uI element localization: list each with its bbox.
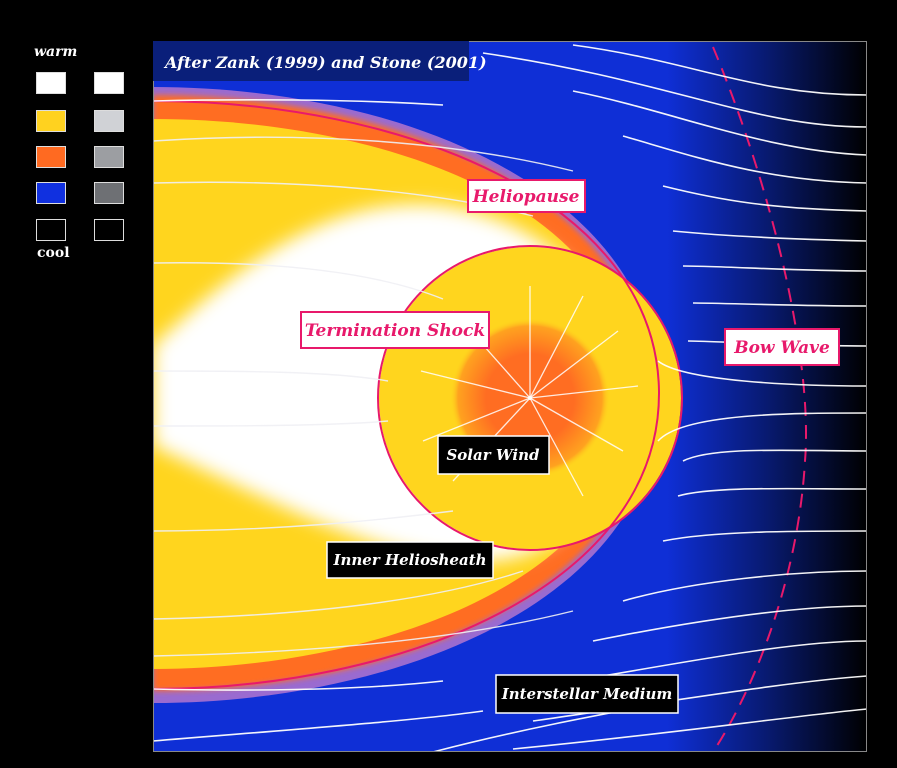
heliopause-label-box [467, 179, 586, 213]
legend-swatch-gray-4 [94, 182, 124, 204]
legend-swatch-color-3 [36, 146, 66, 168]
interstellar-medium-label: Interstellar Medium [501, 685, 673, 703]
bow-wave-line [712, 46, 808, 752]
temperature-legend: warm cool [0, 0, 150, 300]
legend-swatch-gray-3 [94, 146, 124, 168]
legend-swatch-color-5 [36, 219, 66, 241]
termination-shock-line [377, 245, 683, 551]
solar-wind-label-box [437, 435, 550, 475]
legend-warm-label: warm [34, 44, 78, 60]
legend-swatch-color-1 [36, 72, 66, 94]
termination-shock-label: Termination Shock [305, 321, 485, 341]
termination-shock-label-box [300, 311, 490, 349]
bow-wave-label-box [724, 328, 840, 366]
legend-cool-label: cool [37, 245, 70, 261]
legend-swatch-color-4 [36, 182, 66, 204]
inner-heliosheath-label: Inner Heliosheath [332, 551, 486, 569]
credit-banner [153, 41, 469, 81]
inner-heliosheath-label-box [326, 541, 494, 579]
heliopause-label: Heliopause [472, 187, 580, 207]
interstellar-streamlines [153, 44, 867, 752]
legend-swatch-gray-1 [94, 72, 124, 94]
interstellar-medium-label-box [495, 674, 679, 714]
sun-point [528, 396, 532, 400]
legend-swatch-gray-2 [94, 110, 124, 132]
legend-swatch-color-2 [36, 110, 66, 132]
heliosphere-diagram: After Zank (1999) and Stone (2001) Helio… [153, 41, 867, 752]
solar-wind-label: Solar Wind [446, 446, 540, 464]
credit-text: After Zank (1999) and Stone (2001) [163, 53, 487, 72]
heliopause-line [153, 100, 661, 690]
bow-wave-label: Bow Wave [733, 338, 830, 358]
legend-swatch-gray-5 [94, 219, 124, 241]
diagram-frame [153, 41, 867, 752]
